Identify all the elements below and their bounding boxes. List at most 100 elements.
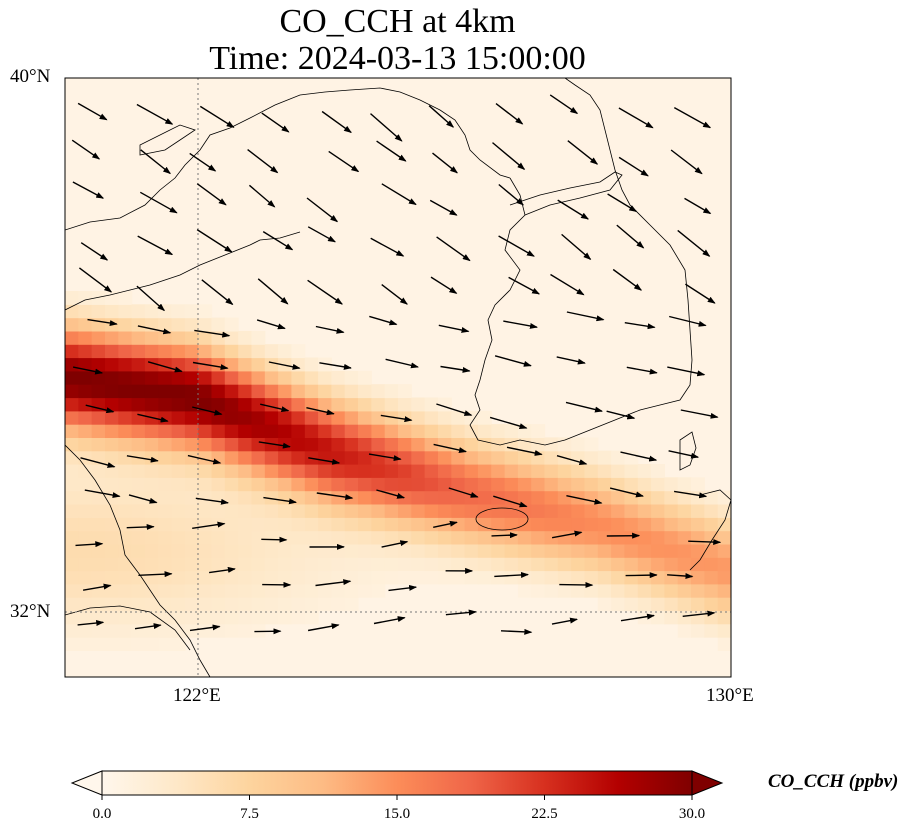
plume-cell xyxy=(464,477,479,492)
wind-arrow xyxy=(373,616,406,625)
plume-cell xyxy=(264,357,279,372)
plume-cell xyxy=(65,637,79,651)
plume-cell xyxy=(211,583,226,598)
plume-cell xyxy=(504,450,519,465)
plume-cell xyxy=(251,397,266,412)
plume-cell xyxy=(144,477,159,492)
wind-arrow xyxy=(607,193,638,212)
plume-cell xyxy=(651,490,665,505)
colorbar-tick-0: 0.0 xyxy=(92,806,112,822)
plume-cell xyxy=(517,557,532,572)
plume-cell xyxy=(411,410,426,425)
plume-cell xyxy=(238,357,253,372)
plume-cell xyxy=(438,450,452,465)
plume-cell xyxy=(105,597,119,611)
wind-arrow xyxy=(688,539,722,546)
plume-cell xyxy=(91,517,106,532)
plume-cell xyxy=(331,543,346,558)
wind-arrow xyxy=(308,457,341,465)
plume-cell xyxy=(677,583,692,598)
plume-cell xyxy=(198,543,213,558)
plume-cell xyxy=(171,583,186,598)
plume-cell xyxy=(584,530,599,545)
plume-cell xyxy=(371,517,386,532)
plume-cell xyxy=(198,597,213,611)
plume-cell xyxy=(131,304,146,319)
plume-cell xyxy=(398,490,412,505)
plume-cell xyxy=(211,570,226,585)
plume-cell xyxy=(131,610,146,625)
plume-cell xyxy=(318,517,332,532)
plume-cell xyxy=(238,410,253,425)
plume-cell xyxy=(144,437,159,452)
plume-cell xyxy=(105,370,119,385)
plume-cell xyxy=(118,291,133,305)
plume-cell xyxy=(344,543,359,558)
plume-cell xyxy=(451,557,466,572)
plume-cell xyxy=(78,477,93,492)
plume-cell xyxy=(344,504,359,518)
plume-cell xyxy=(184,597,199,611)
plume-cell xyxy=(251,610,266,625)
plume-cell xyxy=(637,464,652,478)
plume-cell xyxy=(184,583,199,598)
plume-cell xyxy=(91,557,106,572)
plume-cell xyxy=(171,370,186,385)
plume-cell xyxy=(118,570,133,585)
plume-cell xyxy=(65,490,79,505)
plume-cell xyxy=(131,583,146,598)
plume-cell xyxy=(371,490,386,505)
plume-cell xyxy=(584,543,599,558)
plume-cell xyxy=(118,397,133,412)
plume-cell xyxy=(78,610,93,625)
plume-cell xyxy=(65,597,79,611)
plume-cell xyxy=(318,530,332,545)
plume-cell xyxy=(318,490,332,505)
plume-cell xyxy=(78,490,93,505)
plume-cell xyxy=(131,357,146,372)
plume-cell xyxy=(691,610,705,625)
plume-cell xyxy=(477,490,492,505)
plume-cell xyxy=(118,370,133,385)
plume-cell xyxy=(597,543,612,558)
plume-cell xyxy=(704,543,719,558)
plume-cell xyxy=(158,464,173,478)
plume-cell xyxy=(118,557,133,572)
plume-cell xyxy=(544,530,559,545)
wind-arrow xyxy=(328,150,360,173)
plume-cell xyxy=(677,597,692,611)
plume-cell xyxy=(651,464,665,478)
plume-cell xyxy=(477,410,492,425)
plume-cell xyxy=(504,477,519,492)
plume-cell xyxy=(65,370,79,385)
wind-arrow xyxy=(192,406,223,416)
plume-cell xyxy=(637,530,652,545)
wind-arrow xyxy=(433,443,467,454)
plume-cell xyxy=(477,557,492,572)
plume-cell xyxy=(78,504,93,518)
plume-cell xyxy=(118,437,133,452)
plume-cell xyxy=(238,543,253,558)
plume-cell xyxy=(171,623,186,638)
plume-cell xyxy=(291,477,306,492)
plume-cell xyxy=(131,570,146,585)
plume-cell xyxy=(224,437,239,452)
plume-cell xyxy=(371,450,386,465)
wind-arrow xyxy=(549,94,579,114)
wind-arrow xyxy=(85,404,115,414)
plume-cell xyxy=(118,424,133,438)
plume-cell xyxy=(438,424,452,438)
wind-arrow xyxy=(503,320,538,329)
wind-vectors xyxy=(71,94,722,635)
plume-cell xyxy=(531,464,546,478)
plume-cell xyxy=(65,477,79,492)
plume-cell xyxy=(597,504,612,518)
plume-cell xyxy=(637,490,652,505)
plume-cell xyxy=(584,504,599,518)
plume-cell xyxy=(331,570,346,585)
plume-cell xyxy=(184,610,199,625)
plume-cell xyxy=(664,597,679,611)
wind-arrow xyxy=(381,183,417,206)
plume-cell xyxy=(491,557,506,572)
plume-cell xyxy=(304,490,319,505)
